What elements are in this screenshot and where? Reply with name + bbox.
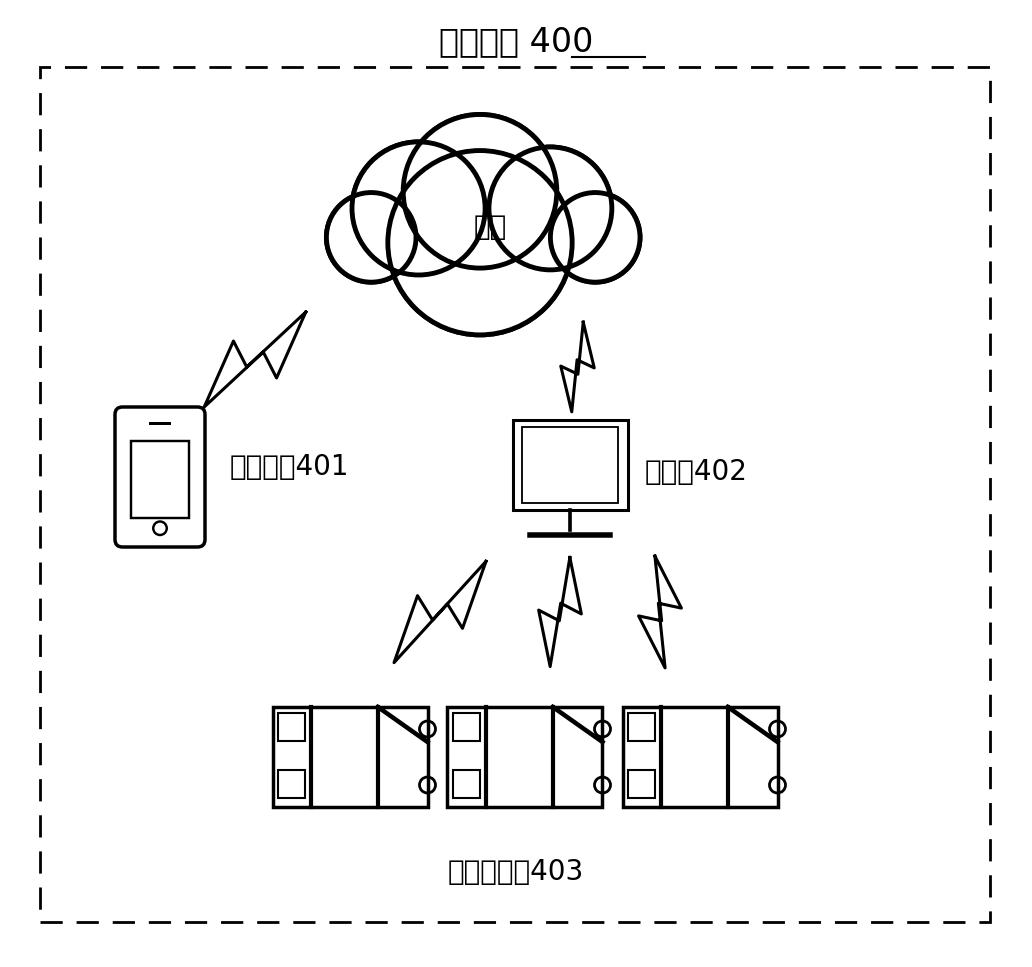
Circle shape bbox=[419, 777, 436, 793]
FancyBboxPatch shape bbox=[115, 407, 205, 547]
Bar bbox=[448, 707, 603, 807]
Circle shape bbox=[489, 147, 612, 270]
Bar bbox=[622, 707, 777, 807]
Bar bbox=[453, 713, 481, 741]
Circle shape bbox=[594, 777, 611, 793]
Bar bbox=[628, 713, 655, 741]
Bar bbox=[272, 707, 427, 807]
Circle shape bbox=[594, 721, 611, 737]
FancyBboxPatch shape bbox=[40, 67, 990, 922]
Polygon shape bbox=[394, 562, 486, 662]
Bar bbox=[279, 713, 305, 741]
Circle shape bbox=[770, 777, 785, 793]
Polygon shape bbox=[539, 557, 581, 666]
Polygon shape bbox=[204, 312, 305, 407]
Circle shape bbox=[419, 721, 436, 737]
Polygon shape bbox=[639, 556, 681, 668]
Bar bbox=[131, 441, 189, 518]
Circle shape bbox=[770, 721, 785, 737]
Circle shape bbox=[352, 142, 485, 275]
Circle shape bbox=[550, 192, 640, 282]
Bar bbox=[149, 422, 171, 425]
Circle shape bbox=[404, 114, 557, 268]
Text: 网络: 网络 bbox=[474, 213, 507, 241]
Bar bbox=[522, 426, 618, 503]
Circle shape bbox=[388, 151, 572, 335]
Bar bbox=[628, 770, 655, 798]
Bar bbox=[453, 770, 481, 798]
Text: 控制系统 400: 控制系统 400 bbox=[439, 25, 593, 58]
Bar bbox=[279, 770, 305, 798]
Text: 移动终端401: 移动终端401 bbox=[230, 453, 350, 481]
Text: 服务器402: 服务器402 bbox=[645, 458, 748, 486]
Polygon shape bbox=[560, 322, 594, 412]
Text: 自动导引车403: 自动导引车403 bbox=[448, 858, 584, 886]
Polygon shape bbox=[326, 114, 640, 335]
Circle shape bbox=[326, 192, 416, 282]
Bar bbox=[513, 420, 627, 510]
